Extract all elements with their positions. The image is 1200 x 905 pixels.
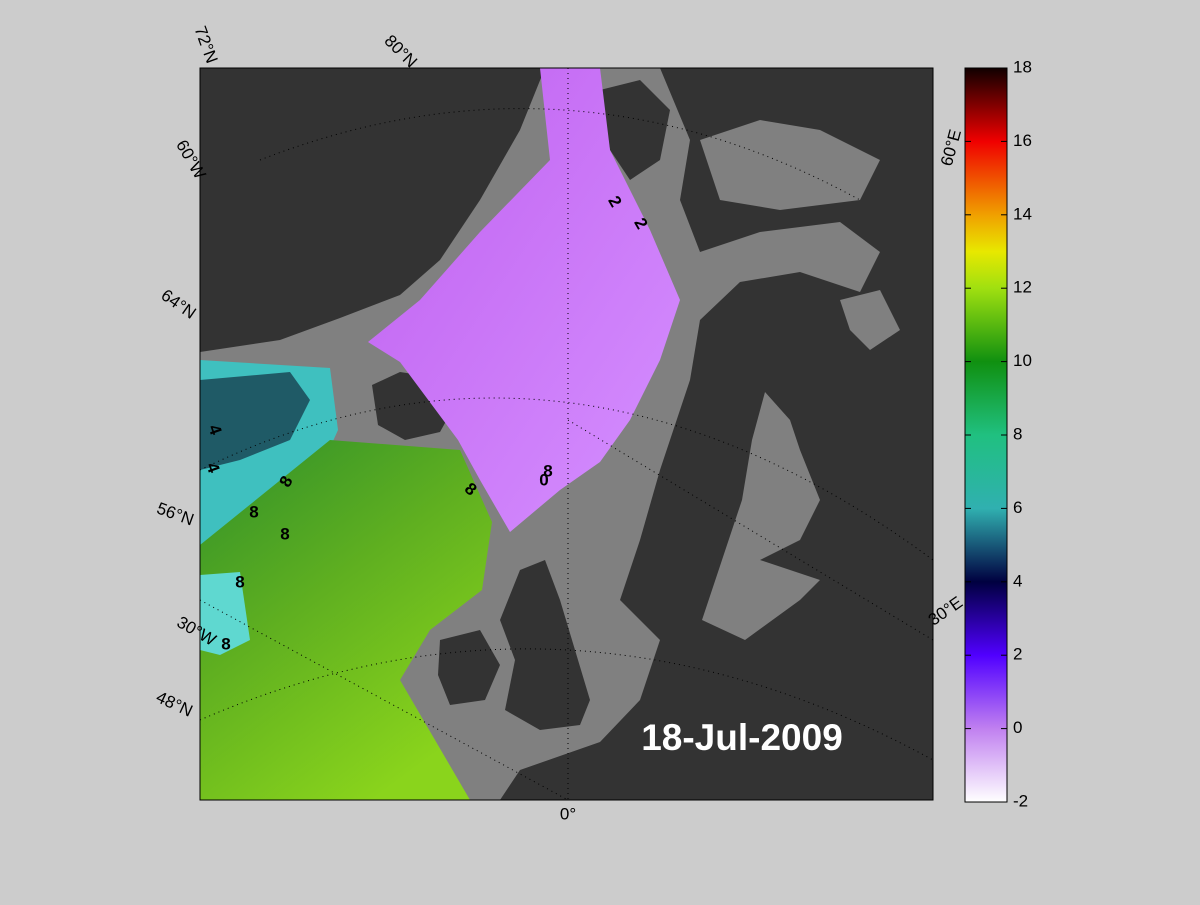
barents — [700, 120, 880, 210]
graticule-label: 48°N — [153, 687, 195, 720]
meridian — [567, 419, 933, 641]
colorbar-tick-label: 8 — [1013, 424, 1022, 443]
graticule-label: 56°N — [154, 499, 196, 530]
contour-label: 8 — [221, 634, 230, 653]
map-area — [200, 68, 933, 800]
contour-label: 8 — [280, 524, 289, 543]
svalbard — [600, 80, 670, 180]
map-frame — [199, 67, 934, 801]
colorbar-tick-label: 12 — [1013, 278, 1032, 297]
graticule-label: 60°E — [937, 127, 965, 168]
contour-label: 8 — [543, 461, 552, 480]
colorbar-tick-label: 16 — [1013, 131, 1032, 150]
uk — [500, 560, 590, 730]
contour-label: 8 — [235, 572, 244, 591]
green-water — [200, 440, 492, 800]
parallel — [259, 108, 861, 201]
colorbar-tick-label: 0 — [1013, 718, 1022, 737]
colorbar-tick-label: 6 — [1013, 498, 1022, 517]
eurasia — [500, 68, 933, 800]
date-label: 18-Jul-2009 — [641, 717, 843, 758]
colorbar-tick-label: -2 — [1013, 791, 1028, 810]
colorbar-tick-label: 14 — [1013, 204, 1032, 223]
colorbar-tick-label: 18 — [1013, 57, 1032, 76]
colorbar-tick-label: 2 — [1013, 645, 1022, 664]
baltic — [702, 392, 820, 640]
dark-teal — [200, 372, 310, 470]
contour-label: 8 — [249, 502, 258, 521]
purple-water — [368, 68, 680, 532]
greenland — [200, 68, 545, 352]
contour-label: 0 — [539, 470, 548, 489]
cyan-patch — [200, 572, 250, 655]
graticule-label: 72°N — [191, 24, 222, 66]
graticule-label: 0° — [560, 804, 576, 823]
colorbar-tick-label: 10 — [1013, 351, 1032, 370]
graticule-label: 64°N — [158, 285, 200, 322]
colorbar — [964, 67, 1008, 803]
graticule-label: 80°N — [381, 31, 421, 71]
white-sea — [840, 290, 900, 350]
graticule — [200, 68, 933, 800]
colorbar-tick-label: 4 — [1013, 571, 1022, 590]
ireland — [438, 630, 500, 705]
colorbar-ticks: -2 0 2 4 6 8 10 12 14 16 18 — [965, 57, 1032, 810]
